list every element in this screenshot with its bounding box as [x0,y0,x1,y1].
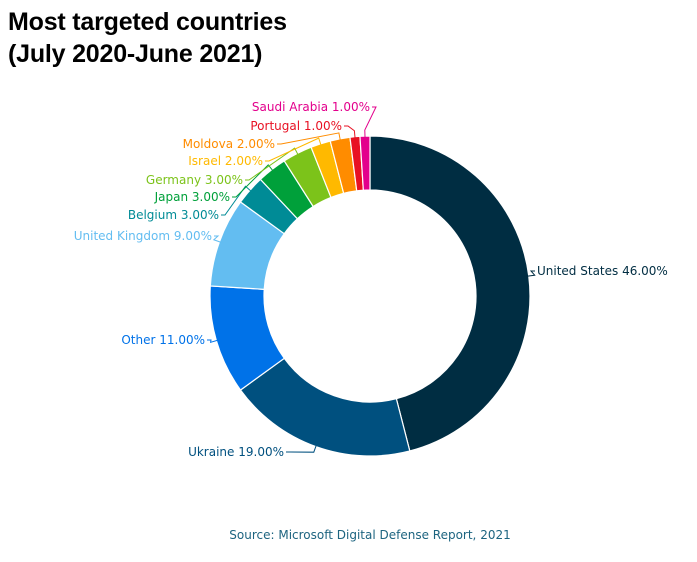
leader-united-states [524,270,536,277]
leader-united-kingdom [212,235,224,244]
label-portugal: Portugal 1.00% [250,119,342,133]
slice-united-states [369,135,531,452]
leader-japan [232,164,275,198]
label-leader-lines [207,106,536,453]
label-japan: Japan 3.00% [154,190,230,204]
slice-ukraine [239,357,411,457]
chart-title-line1: Most targeted countries [8,8,287,36]
leader-ukraine [286,442,318,453]
leader-israel [265,137,323,162]
leader-saudi-arabia [364,106,377,141]
leader-moldova [277,132,342,145]
chart-title-line2: (July 2020-June 2021) [8,40,263,68]
leader-portugal [344,125,356,141]
label-germany: Germany 3.00% [146,173,243,187]
label-moldova: Moldova 2.00% [183,137,275,151]
leader-other [207,339,221,344]
chart-title: Most targeted countries (July 2020-June … [8,6,287,70]
leader-belgium [221,185,254,216]
slice-labels: United States 46.00% Ukraine 19.00% Other … [74,100,668,459]
label-israel: Israel 2.00% [188,154,263,168]
label-saudi-arabia: Saudi Arabia 1.00% [252,100,370,114]
label-other: Other 11.00% [121,333,205,347]
label-united-states: United States 46.00% [537,264,668,278]
donut-slices [209,135,531,457]
label-ukraine: Ukraine 19.00% [188,445,284,459]
slice-saudi-arabia [359,135,371,191]
source-note: Source: Microsoft Digital Defense Report… [229,528,511,542]
label-belgium: Belgium 3.00% [128,208,219,222]
label-united-kingdom: United Kingdom 9.00% [74,229,212,243]
leader-germany [245,147,300,181]
